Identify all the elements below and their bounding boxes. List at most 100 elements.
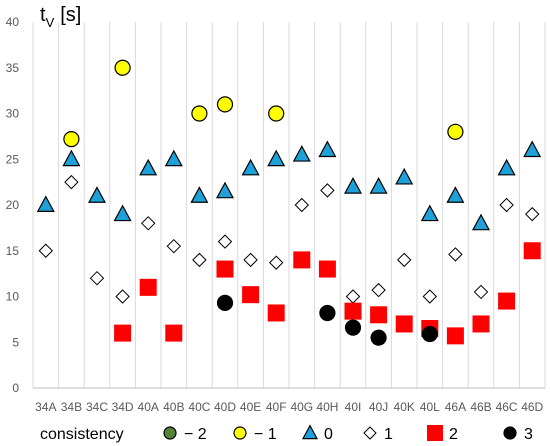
point-series4-40F [267, 304, 285, 322]
point-series2-34D [113, 204, 132, 222]
point-series5-40D [216, 294, 234, 312]
legend-label-4: 2 [449, 426, 458, 443]
point-series2-40J [369, 177, 388, 194]
point-series4-40K [395, 315, 413, 333]
point-series1-40C [191, 105, 208, 122]
y-tick-label-25: 25 [6, 152, 20, 166]
point-series2-40C [190, 186, 209, 203]
point-series2-40I [343, 177, 363, 194]
y-tick-label-40: 40 [6, 15, 20, 29]
point-series4-46A [446, 327, 464, 345]
point-series3-34A [38, 243, 54, 258]
y-tick-label-20: 20 [6, 198, 20, 212]
legend: consistency − 2 − 1 0 1 2 3 [40, 424, 533, 443]
y-tick-label-35: 35 [6, 61, 20, 75]
x-tick-label-40F: 40F [266, 400, 287, 414]
x-axis-ticks: 34A 34B 34C 34D 40A 40B 40C 40D 40E 40F 40G 40H 40I 4… [35, 400, 543, 414]
legend-label-1: − 1 [254, 426, 277, 443]
x-tick-label-40D: 40D [214, 400, 236, 414]
point-series3-46C [499, 197, 514, 213]
point-series3-40L [422, 289, 438, 304]
point-series3-40H [320, 183, 335, 198]
point-series3-34C [89, 270, 105, 286]
vertical-gridlines [32, 22, 546, 389]
y-tick-label-5: 5 [12, 335, 19, 349]
point-series3-40G [294, 197, 310, 213]
point-series2-40K [395, 167, 414, 185]
x-tick-label-34B: 34B [61, 400, 82, 414]
point-series2-40G [292, 145, 311, 162]
point-series3-40C [192, 252, 207, 268]
point-series4-40J [370, 306, 388, 324]
legend-label-3: 1 [384, 426, 393, 443]
legend-items: − 2 − 1 0 1 2 3 [163, 424, 533, 443]
x-tick-label-46B: 46B [470, 400, 491, 414]
point-series2-34A [36, 195, 55, 212]
x-tick-label-40B: 40B [163, 400, 184, 414]
point-series3-40A [140, 216, 156, 231]
point-series4-46C [498, 292, 516, 310]
point-series2-34B [62, 149, 81, 167]
point-series3-40E [243, 252, 258, 268]
legend-label-2: 0 [324, 426, 333, 443]
point-series2-40F [267, 149, 286, 167]
legend-title: consistency [40, 426, 124, 443]
legend-marker-2 [301, 424, 319, 440]
point-series3-34D [115, 289, 130, 304]
x-tick-label-40C: 40C [188, 400, 210, 414]
point-series4-40B [165, 324, 183, 342]
x-tick-label-46D: 46D [521, 400, 543, 414]
point-series1-34D [114, 59, 131, 76]
point-series2-40E [241, 158, 260, 176]
point-series3-46D [524, 206, 540, 222]
legend-marker-4 [427, 425, 443, 441]
point-series2-40H [318, 140, 337, 158]
point-series3-46A [448, 247, 463, 262]
point-series4-40H [318, 260, 336, 278]
point-series2-40L [420, 204, 439, 222]
point-series3-40I [345, 289, 361, 304]
point-series2-46B [471, 213, 491, 231]
x-tick-label-40I: 40I [345, 400, 362, 414]
x-tick-label-40L: 40L [420, 400, 440, 414]
point-series2-46D [523, 140, 542, 158]
y-axis-label-subscript: V [46, 15, 55, 30]
x-tick-label-40K: 40K [394, 400, 415, 414]
point-series5-40I [344, 319, 362, 336]
point-series1-40D [216, 96, 234, 113]
x-tick-label-46A: 46A [445, 400, 466, 414]
point-series2-40B [164, 149, 183, 167]
point-series2-34C [87, 186, 107, 203]
point-series3-34B [64, 174, 79, 190]
point-series3-40F [268, 255, 284, 270]
point-series4-40D [216, 260, 234, 278]
point-series5-40H [319, 304, 336, 322]
y-tick-label-0: 0 [12, 381, 19, 395]
point-series4-40G [293, 251, 311, 269]
x-tick-label-40E: 40E [240, 400, 261, 414]
x-tick-label-40J: 40J [369, 400, 388, 414]
x-tick-label-40A: 40A [138, 400, 159, 414]
point-series3-40J [371, 282, 386, 298]
point-series4-46D [523, 242, 541, 260]
x-tick-label-46C: 46C [496, 400, 518, 414]
legend-marker-1 [233, 426, 247, 440]
point-series1-40F [268, 105, 285, 122]
point-series2-46C [497, 158, 516, 176]
point-series4-34D [114, 324, 132, 342]
x-tick-label-40H: 40H [316, 400, 338, 414]
y-axis-label-main: t [40, 4, 46, 26]
point-series3-40K [396, 252, 412, 268]
y-tick-label-10: 10 [6, 290, 20, 304]
legend-label-5: 3 [524, 426, 533, 443]
point-series1-46A [447, 123, 464, 140]
y-axis-label: tV [s] [40, 4, 81, 30]
y-axis-ticks: 0 5 10 15 20 25 30 35 40 [6, 15, 20, 395]
point-series4-40I [344, 302, 362, 320]
x-tick-label-34D: 34D [112, 400, 134, 414]
legend-marker-5 [503, 426, 517, 440]
x-tick-label-40G: 40G [290, 400, 313, 414]
legend-marker-0 [163, 426, 177, 440]
y-tick-label-15: 15 [6, 244, 20, 258]
